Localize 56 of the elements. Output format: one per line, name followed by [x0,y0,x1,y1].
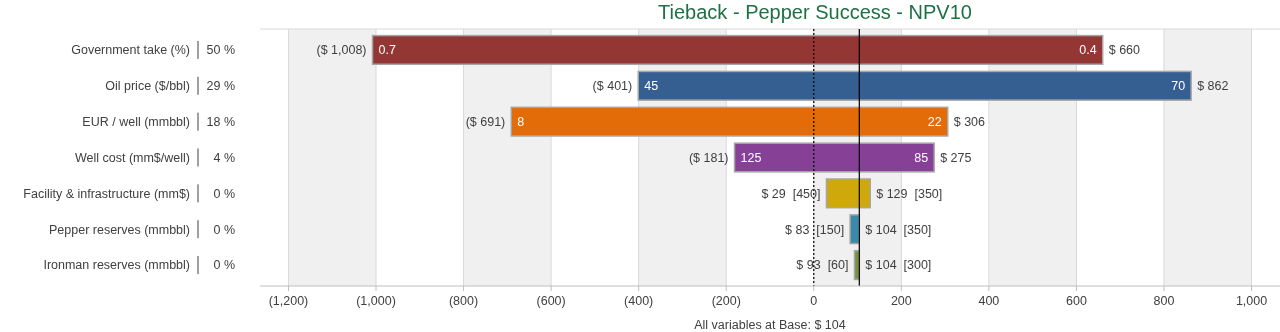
y-tick-label: Facility & infrastructure (mm$) [23,186,190,201]
x-tick-label: (600) [536,294,566,308]
y2-tick-label: 0 % [213,222,235,237]
annotation: 22 [927,115,942,130]
annotation: $ 862 [1197,79,1229,94]
x-tick-label: 200 [890,294,912,308]
x-tick-label: 800 [1153,294,1175,308]
x-tick-label: 400 [978,294,1000,308]
y-tick-label: EUR / well (mmbbl) [82,115,190,130]
y2-tick-label: 0 % [213,258,235,273]
annotation: $ 104 [300] [865,258,932,273]
y2-tick-label: 0 % [213,186,235,201]
x-tick-label: (400) [624,294,654,308]
x-axis-title: All variables at Base: $ 104 [694,318,846,332]
annotation: 85 [914,150,929,165]
annotation: 125 [740,150,762,165]
x-tick-label: 0 [810,294,818,308]
x-tick-label: 1,000 [1235,294,1268,308]
annotation: $ 306 [953,115,986,130]
y-tick-label: Pepper reserves (mmbbl) [48,222,190,237]
x-tick-label: (1,200) [268,294,309,308]
annotation: $ 129 [350] [876,186,943,201]
bar [637,70,1192,101]
annotation: 45 [644,79,659,94]
x-tick-label: (200) [711,294,741,308]
y-tick-label: Well cost (mm$/well) [74,150,190,165]
annotation: 8 [517,115,525,130]
bar [733,142,935,173]
y2-tick-label: 29 % [206,79,235,94]
y-tick-label: Government take (%) [71,43,190,58]
annotation: 0.4 [1079,43,1097,58]
annotation: $ 104 [350] [865,222,932,237]
annotation: 0.7 [378,43,396,58]
chart-title: Tieback - Pepper Success - NPV10 [658,1,972,23]
x-tick-label: (1,000) [356,294,396,308]
bar [849,214,861,245]
bar [510,106,949,137]
annotation: ($ 181) [688,150,729,165]
annotation: $ 275 [940,150,972,165]
bar [825,178,871,209]
annotation: $ 29 [450] [761,186,821,201]
annotation: $ 93 [60] [796,258,849,273]
y2-tick-label: 50 % [206,43,235,58]
x-tick-label: 600 [1066,294,1087,308]
annotation: $ 660 [1108,43,1141,58]
x-tick-label: (800) [448,294,479,308]
y2-tick-label: 18 % [206,115,235,130]
y2-tick-label: 4 % [213,150,235,165]
y-tick-label: Ironman reserves (mmbbl) [43,258,190,273]
annotation: ($ 401) [592,79,633,94]
y-tick-label: Oil price ($/bbl) [105,79,190,94]
bar [371,34,1104,66]
annotation: ($ 691) [465,115,506,130]
annotation: $ 83 [150] [785,222,845,237]
annotation: 70 [1171,79,1186,94]
annotation: ($ 1,008) [316,43,367,58]
